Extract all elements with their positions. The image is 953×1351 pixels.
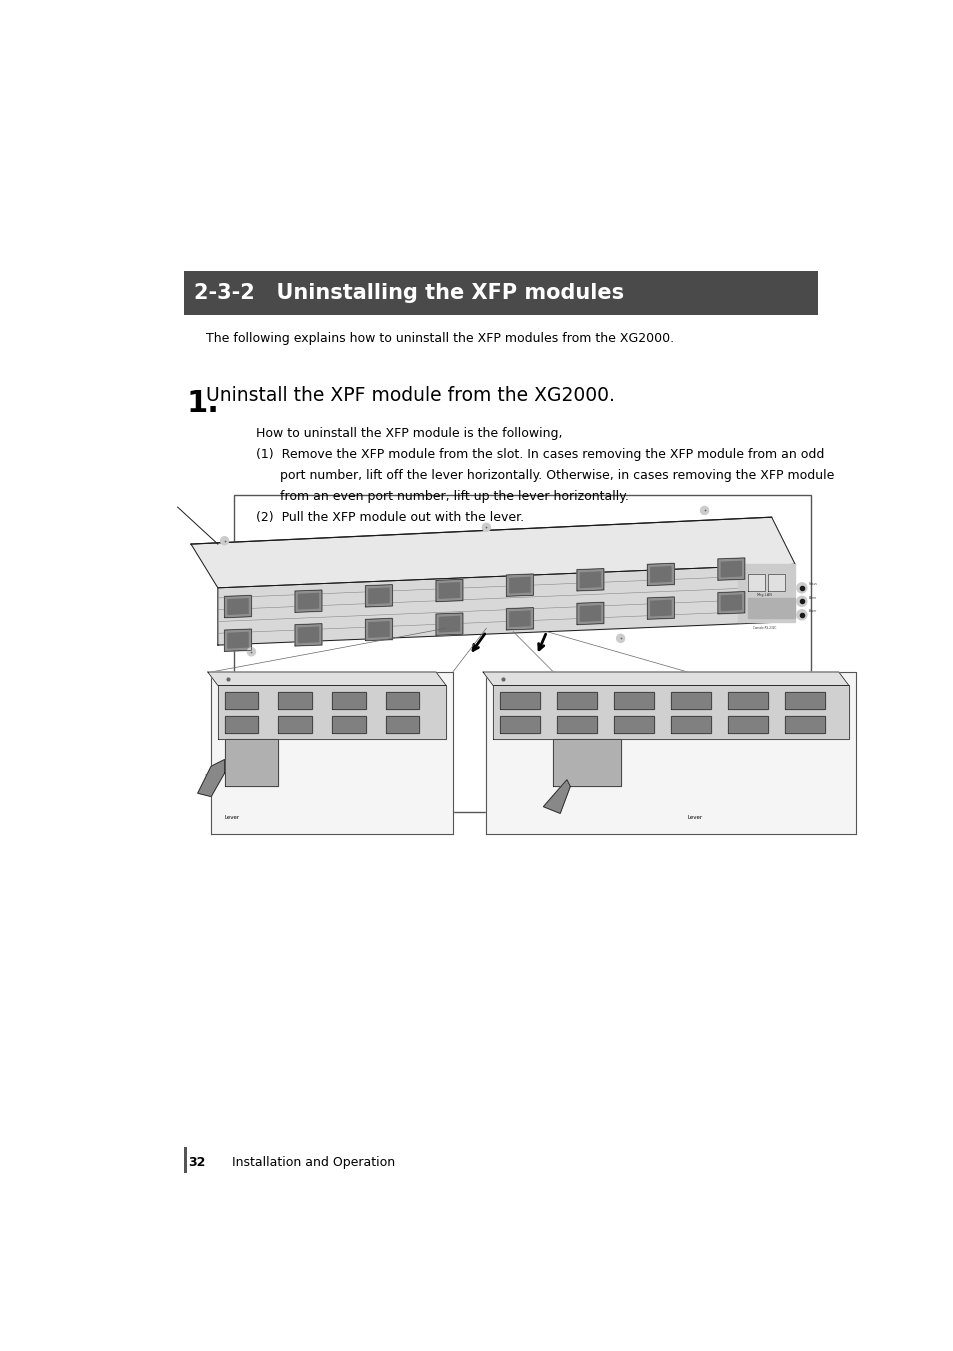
Circle shape xyxy=(482,523,490,531)
Circle shape xyxy=(796,582,806,593)
Polygon shape xyxy=(208,671,446,685)
Polygon shape xyxy=(436,613,462,635)
Polygon shape xyxy=(720,561,740,577)
Circle shape xyxy=(247,647,255,655)
Polygon shape xyxy=(718,558,744,580)
Polygon shape xyxy=(332,716,365,732)
Polygon shape xyxy=(439,616,459,632)
Polygon shape xyxy=(369,588,389,604)
Text: 32: 32 xyxy=(188,1156,205,1170)
Polygon shape xyxy=(224,692,258,709)
Polygon shape xyxy=(499,692,539,709)
Polygon shape xyxy=(727,716,767,732)
Text: Mng-LAN: Mng-LAN xyxy=(757,593,772,597)
Polygon shape xyxy=(486,671,855,834)
Circle shape xyxy=(796,596,806,607)
Polygon shape xyxy=(298,627,318,643)
Text: Uninstall the XPF module from the XG2000.: Uninstall the XPF module from the XG2000… xyxy=(206,386,615,405)
Polygon shape xyxy=(747,598,794,619)
Polygon shape xyxy=(228,632,248,648)
Polygon shape xyxy=(278,716,312,732)
Polygon shape xyxy=(647,597,674,619)
Polygon shape xyxy=(727,692,767,709)
Polygon shape xyxy=(224,739,278,786)
Polygon shape xyxy=(197,759,224,797)
Polygon shape xyxy=(767,574,784,592)
Polygon shape xyxy=(298,593,318,609)
Polygon shape xyxy=(543,780,570,813)
Polygon shape xyxy=(577,569,603,590)
Polygon shape xyxy=(647,563,674,585)
Polygon shape xyxy=(670,716,711,732)
Polygon shape xyxy=(365,585,392,607)
Polygon shape xyxy=(670,692,711,709)
Polygon shape xyxy=(557,716,597,732)
Polygon shape xyxy=(482,671,848,685)
Polygon shape xyxy=(509,577,530,593)
Polygon shape xyxy=(506,574,533,596)
Polygon shape xyxy=(436,580,462,601)
Bar xyxy=(184,272,817,315)
Text: from an even port number, lift up the lever horizontally.: from an even port number, lift up the le… xyxy=(255,490,628,503)
Bar xyxy=(184,1147,187,1173)
Polygon shape xyxy=(553,739,620,786)
Polygon shape xyxy=(784,716,824,732)
Circle shape xyxy=(796,609,806,620)
Polygon shape xyxy=(747,574,764,592)
Text: Power: Power xyxy=(808,609,816,613)
Text: Alarm: Alarm xyxy=(808,596,816,600)
Polygon shape xyxy=(506,608,533,630)
Bar xyxy=(233,494,810,812)
Polygon shape xyxy=(784,692,824,709)
Polygon shape xyxy=(720,594,740,611)
Polygon shape xyxy=(509,611,530,627)
Polygon shape xyxy=(579,571,599,588)
Text: Console RS-232C: Console RS-232C xyxy=(753,627,776,631)
Polygon shape xyxy=(614,716,654,732)
Polygon shape xyxy=(224,596,252,617)
Polygon shape xyxy=(294,624,321,646)
Polygon shape xyxy=(439,582,459,598)
Polygon shape xyxy=(499,716,539,732)
Polygon shape xyxy=(365,619,392,640)
Polygon shape xyxy=(369,621,389,638)
Polygon shape xyxy=(614,692,654,709)
Polygon shape xyxy=(650,600,670,616)
Polygon shape xyxy=(385,716,418,732)
Polygon shape xyxy=(579,605,599,621)
Polygon shape xyxy=(211,671,453,834)
Polygon shape xyxy=(294,590,321,612)
Text: port number, lift off the lever horizontally. Otherwise, in cases removing the X: port number, lift off the lever horizont… xyxy=(255,469,834,482)
Polygon shape xyxy=(557,692,597,709)
Polygon shape xyxy=(228,598,248,615)
Text: How to uninstall the XFP module is the following,: How to uninstall the XFP module is the f… xyxy=(255,427,562,440)
Text: (2)  Pull the XFP module out with the lever.: (2) Pull the XFP module out with the lev… xyxy=(255,511,523,524)
Text: (1)  Remove the XFP module from the slot. In cases removing the XFP module from : (1) Remove the XFP module from the slot.… xyxy=(255,449,823,461)
Circle shape xyxy=(220,536,229,544)
Polygon shape xyxy=(385,692,418,709)
Polygon shape xyxy=(191,517,794,588)
Text: Status: Status xyxy=(808,582,817,586)
Polygon shape xyxy=(718,592,744,613)
Polygon shape xyxy=(332,692,365,709)
Text: 1.: 1. xyxy=(187,389,219,417)
Circle shape xyxy=(700,507,708,515)
Text: 2-3-2   Uninstalling the XFP modules: 2-3-2 Uninstalling the XFP modules xyxy=(193,284,623,303)
Polygon shape xyxy=(278,692,312,709)
Polygon shape xyxy=(217,685,446,739)
Polygon shape xyxy=(738,565,794,621)
Text: Lever: Lever xyxy=(224,815,239,820)
Text: Installation and Operation: Installation and Operation xyxy=(233,1156,395,1170)
Polygon shape xyxy=(224,716,258,732)
Text: The following explains how to uninstall the XFP modules from the XG2000.: The following explains how to uninstall … xyxy=(206,332,674,345)
Polygon shape xyxy=(217,565,794,644)
Circle shape xyxy=(616,635,624,642)
Polygon shape xyxy=(224,630,252,651)
Polygon shape xyxy=(577,603,603,624)
Text: Lever: Lever xyxy=(687,815,702,820)
Polygon shape xyxy=(493,685,848,739)
Polygon shape xyxy=(650,566,670,582)
